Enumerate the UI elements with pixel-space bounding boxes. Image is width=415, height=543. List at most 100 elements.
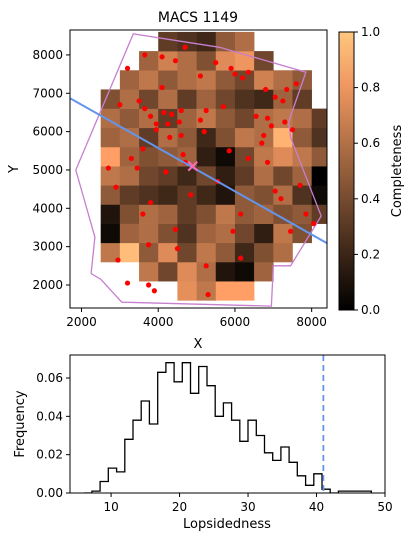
heatmap-cell [196, 89, 217, 109]
source-point [201, 129, 207, 135]
heatmap-cell [100, 242, 121, 263]
heatmap-cell [234, 281, 255, 301]
source-point [280, 98, 286, 104]
heatmap-cell [273, 108, 293, 129]
source-point [147, 113, 154, 119]
source-point [203, 107, 209, 114]
top-plot-frame [69, 29, 328, 309]
colorbar-tick-label: 0.8 [361, 81, 380, 95]
heatmap-cell [177, 261, 197, 282]
source-point [167, 134, 173, 140]
bottom-y-tick-label: 0.00 [36, 486, 63, 500]
colorbar-tick-label: 0.0 [361, 303, 380, 317]
colorbar-tick-label: 0.2 [361, 247, 380, 261]
source-points [105, 44, 317, 298]
source-point [297, 182, 303, 188]
bottom-x-axis-label: Lopsidedness [183, 517, 271, 532]
heatmap-cell [215, 223, 236, 244]
heatmap-cell [177, 127, 197, 148]
heatmap-cell [254, 223, 274, 244]
source-point [136, 98, 142, 104]
histogram-steps [83, 362, 372, 493]
source-point [142, 106, 148, 112]
heatmap-cell [254, 108, 274, 129]
top-x-tick-label: 2000 [66, 315, 97, 329]
heatmap-cell [215, 204, 236, 224]
top-x-tick-label: 6000 [220, 315, 251, 329]
heatmap-cell [158, 70, 178, 90]
heatmap-cell [311, 204, 327, 224]
heatmap-cell [311, 146, 327, 167]
source-point [124, 280, 131, 286]
bottom-x-tick-label: 50 [377, 500, 392, 514]
source-point [117, 102, 123, 108]
heatmap-cell [177, 204, 197, 224]
heatmap-cell [215, 146, 236, 167]
heatmap-cell [215, 89, 236, 109]
source-point [178, 107, 184, 114]
heatmap-cell [119, 89, 140, 109]
source-point [259, 140, 265, 146]
colorbar-label: Completeness [390, 125, 405, 218]
source-point [140, 146, 146, 152]
heatmap-cell [273, 185, 293, 205]
bottom-plot-frame [69, 354, 386, 494]
source-point [287, 228, 294, 234]
heatmap-cell [196, 204, 217, 224]
heatmap-cell [177, 89, 197, 109]
heatmap-cell [292, 108, 312, 129]
heatmap-cell [234, 146, 255, 167]
heatmap-cell [139, 108, 159, 129]
source-point [159, 54, 165, 60]
heatmap-cell [311, 108, 327, 129]
source-point [232, 71, 238, 77]
heatmap-cell [234, 108, 255, 129]
source-point [220, 104, 227, 110]
source-point [147, 199, 154, 206]
bottom-y-tick-label: 0.04 [36, 409, 63, 423]
heatmap-cell [215, 261, 236, 282]
source-point [113, 184, 119, 190]
source-point [105, 165, 111, 171]
source-point [293, 81, 299, 87]
heatmap-cell [177, 185, 197, 205]
bottom-x-ticks: 10 20 30 40 50 [103, 493, 393, 514]
source-point [263, 86, 269, 93]
heatmap-cell [273, 204, 293, 224]
heatmap-cell [234, 31, 255, 52]
heatmap-cell [177, 51, 197, 71]
heatmap-cell [196, 51, 217, 71]
source-point [176, 119, 182, 125]
bottom-y-ticks: 0.00 0.02 0.04 0.06 [36, 371, 70, 500]
heatmap-cell [177, 166, 197, 186]
heatmap-cell [234, 204, 255, 224]
source-point [272, 94, 278, 100]
heatmap-cell [139, 51, 159, 71]
heatmap-cell [273, 223, 293, 244]
top-x-ticks: 2000 4000 6000 8000 [66, 308, 327, 329]
colorbar-ticks: 0.0 0.2 0.4 0.6 0.8 1.0 [354, 25, 380, 317]
heatmap-cell [158, 89, 178, 109]
heatmap-cell [254, 51, 274, 71]
heatmap-cell [196, 281, 217, 301]
heatmap-cell [273, 127, 293, 148]
source-point [213, 59, 219, 66]
heatmap-cell [215, 281, 236, 301]
heatmap-cell [177, 223, 197, 244]
heatmap-cell [254, 89, 274, 109]
bottom-x-tick-label: 20 [172, 500, 187, 514]
top-y-tick-label: 3000 [32, 240, 63, 254]
heatmap-cell [139, 242, 159, 263]
heatmap-cell [139, 261, 159, 282]
source-point [238, 255, 244, 261]
heatmap-cell [234, 70, 255, 90]
source-point [238, 211, 244, 217]
source-point [310, 221, 317, 227]
source-point [140, 211, 146, 217]
heatmap-cell [234, 261, 255, 282]
heatmap-cell [292, 204, 312, 224]
heatmap-cell [196, 108, 217, 129]
top-x-tick-label: 8000 [296, 315, 327, 329]
heatmap-cell [100, 223, 121, 244]
source-point [230, 228, 236, 234]
